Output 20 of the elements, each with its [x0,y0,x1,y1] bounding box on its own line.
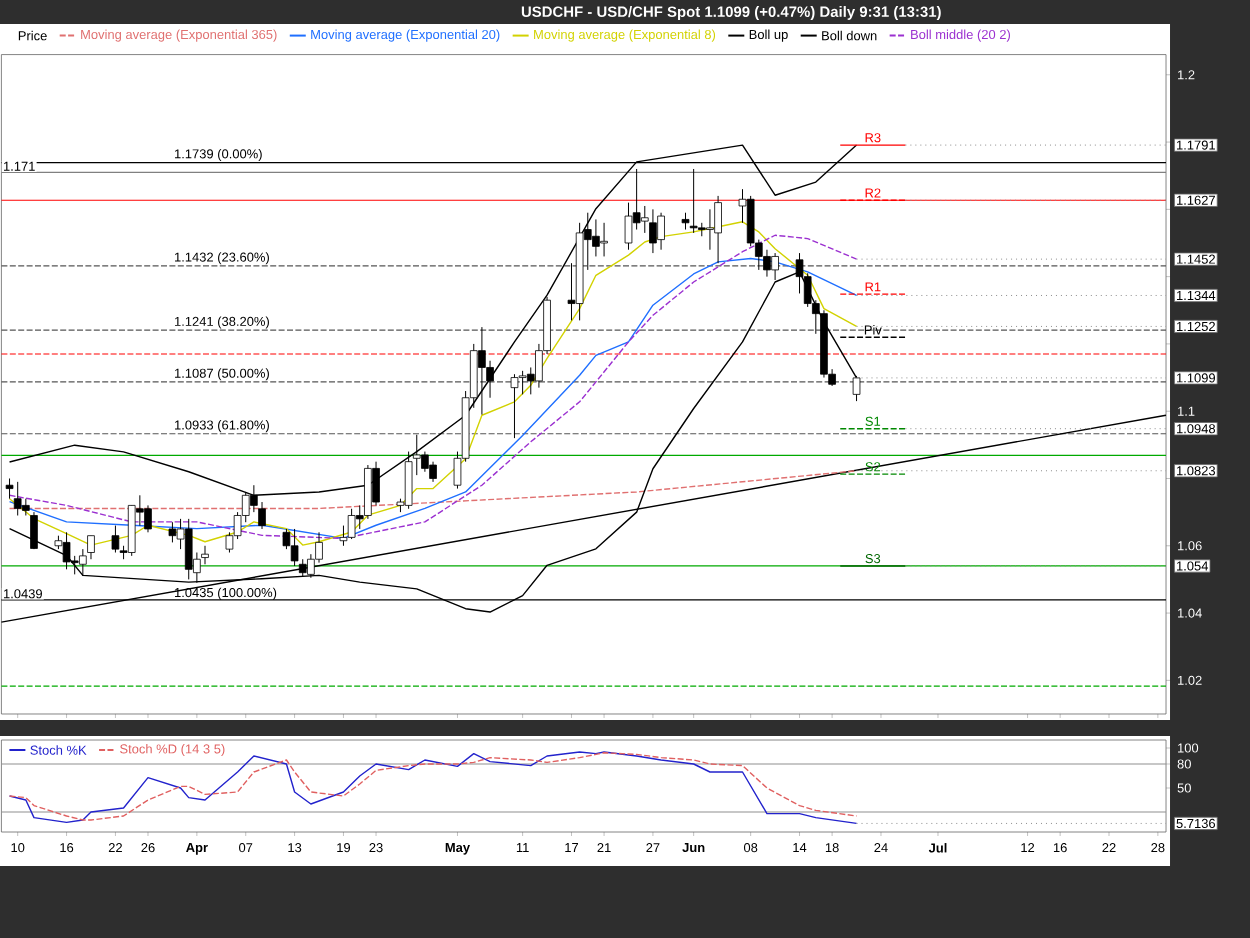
candlestick [649,208,657,254]
candlestick [518,370,527,395]
candlestick [184,518,193,580]
candlestick [347,508,356,540]
candlestick [592,218,600,257]
candlestick [30,511,38,550]
candlestick [714,195,722,264]
candlestick [600,222,608,257]
candlestick [706,208,714,251]
candlestick [689,168,698,234]
candlestick [13,481,22,516]
candlestick [657,212,665,251]
candlestick [510,373,519,439]
candlestick [111,525,120,554]
candlestick [763,249,771,278]
candlestick [168,521,177,543]
candlestick [79,548,87,577]
candlestick [62,531,71,570]
candlestick [87,535,95,560]
candlestick [478,326,486,416]
